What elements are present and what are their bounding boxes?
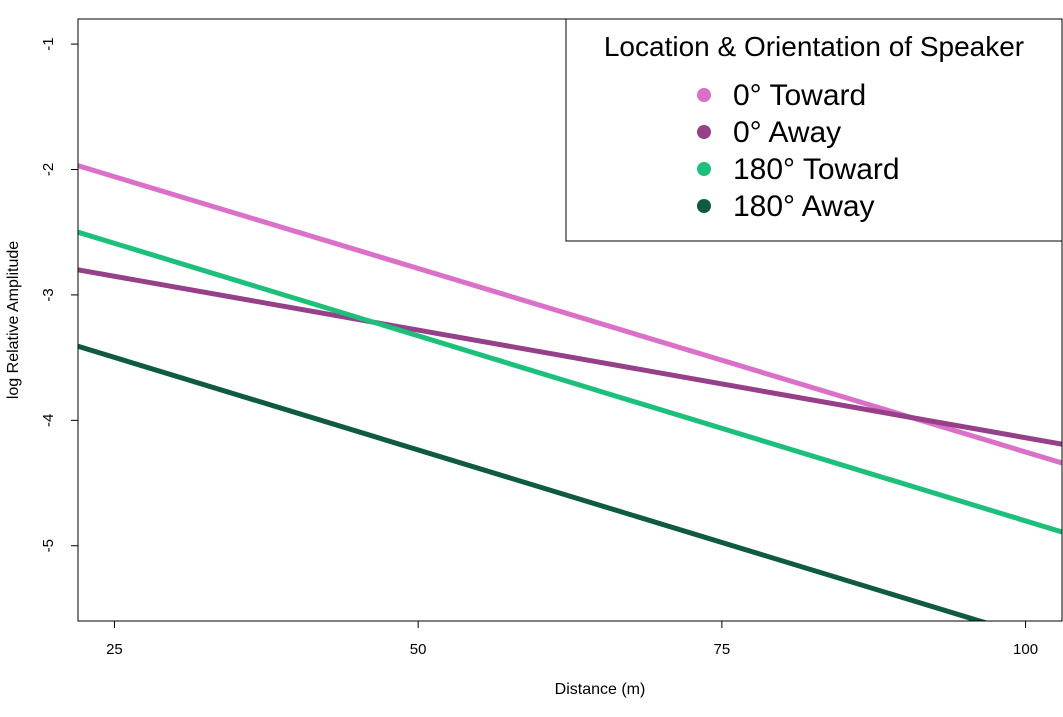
axes-layer: 25 50 75 100 -1 -2 -3 -4 -5 Distance (m) log Relat… xyxy=(5,18,1063,698)
legend-label-1: 0° Toward xyxy=(733,79,866,112)
legend-label-4: 180° Away xyxy=(733,190,875,223)
x-tick-label: 50 xyxy=(410,641,427,658)
legend-box xyxy=(565,18,1063,242)
legend-marker-1 xyxy=(697,88,711,102)
x-tick-label: 100 xyxy=(1013,641,1038,658)
legend: Location & Orientation of Speaker 0° Towa… xyxy=(565,18,1063,242)
x-axis-title: Distance (m) xyxy=(555,681,646,698)
legend-marker-2 xyxy=(697,125,711,139)
series-line-4 xyxy=(78,343,989,621)
legend-label-3: 180° Toward xyxy=(733,153,900,186)
series-layer xyxy=(78,163,1062,621)
legend-title: Location & Orientation of Speaker xyxy=(604,31,1024,62)
series-line-3 xyxy=(78,229,1062,535)
y-tick-label: -5 xyxy=(40,539,57,552)
y-axis-title: log Relative Amplitude xyxy=(5,241,22,399)
x-tick-label: 75 xyxy=(714,641,731,658)
legend-marker-4 xyxy=(697,199,711,213)
legend-label-2: 0° Away xyxy=(733,116,841,149)
y-tick-label: -3 xyxy=(40,288,57,301)
x-tick-label: 25 xyxy=(106,641,123,658)
legend-marker-3 xyxy=(697,162,711,176)
y-tick-label: -2 xyxy=(40,163,57,176)
y-tick-label: -4 xyxy=(40,414,57,427)
y-tick-label: -1 xyxy=(40,37,57,50)
series-line-2 xyxy=(78,267,1062,447)
